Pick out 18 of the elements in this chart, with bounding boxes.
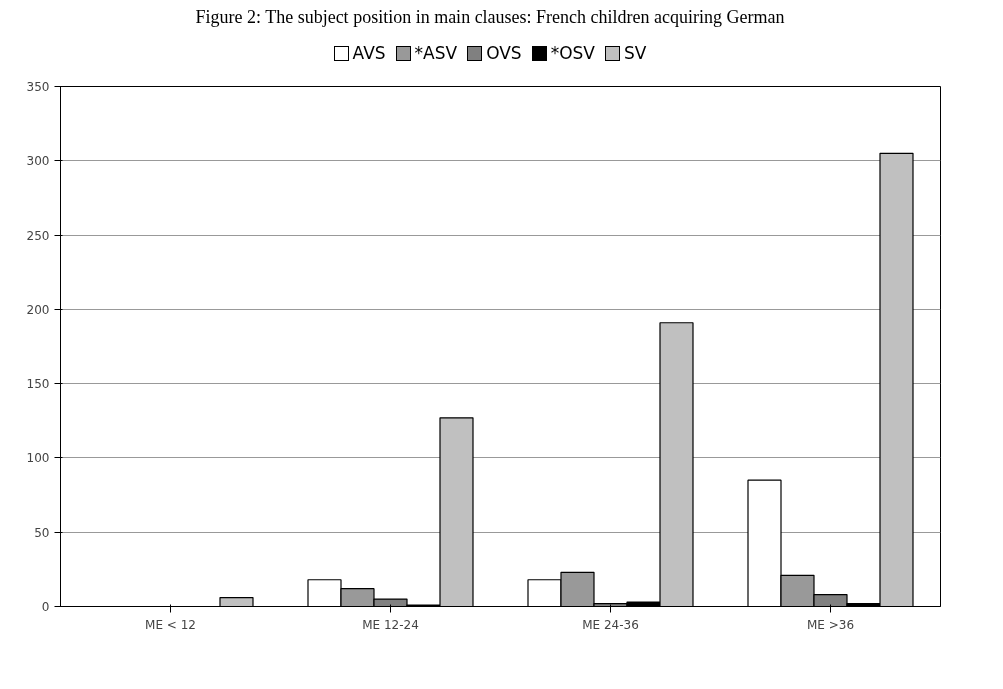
y-tick-label: 150	[26, 377, 50, 392]
x-tick-label: ME >36	[806, 617, 855, 632]
legend-label: *ASV	[413, 42, 458, 65]
x-tick-label: ME 24-36	[582, 617, 639, 632]
legend-label: AVS	[351, 42, 386, 65]
x-tick-label: ME < 12	[145, 617, 196, 632]
y-tick-label: 200	[26, 302, 50, 317]
y-tick-label: 50	[34, 525, 50, 540]
legend-label: OVS	[485, 42, 522, 65]
chart-title: Figure 2: The subject position in main clauses: French children acquiring German	[195, 6, 785, 29]
y-tick-label: 350	[26, 80, 50, 94]
x-tick-label: ME 12-24	[362, 617, 419, 632]
y-tick-label: 300	[26, 154, 50, 169]
y-tick-label: 250	[26, 228, 50, 243]
legend-label: *OSV	[549, 42, 595, 65]
legend-label: SV	[622, 42, 647, 65]
y-tick-label: 0	[41, 600, 50, 614]
y-tick-label: 100	[26, 451, 50, 466]
